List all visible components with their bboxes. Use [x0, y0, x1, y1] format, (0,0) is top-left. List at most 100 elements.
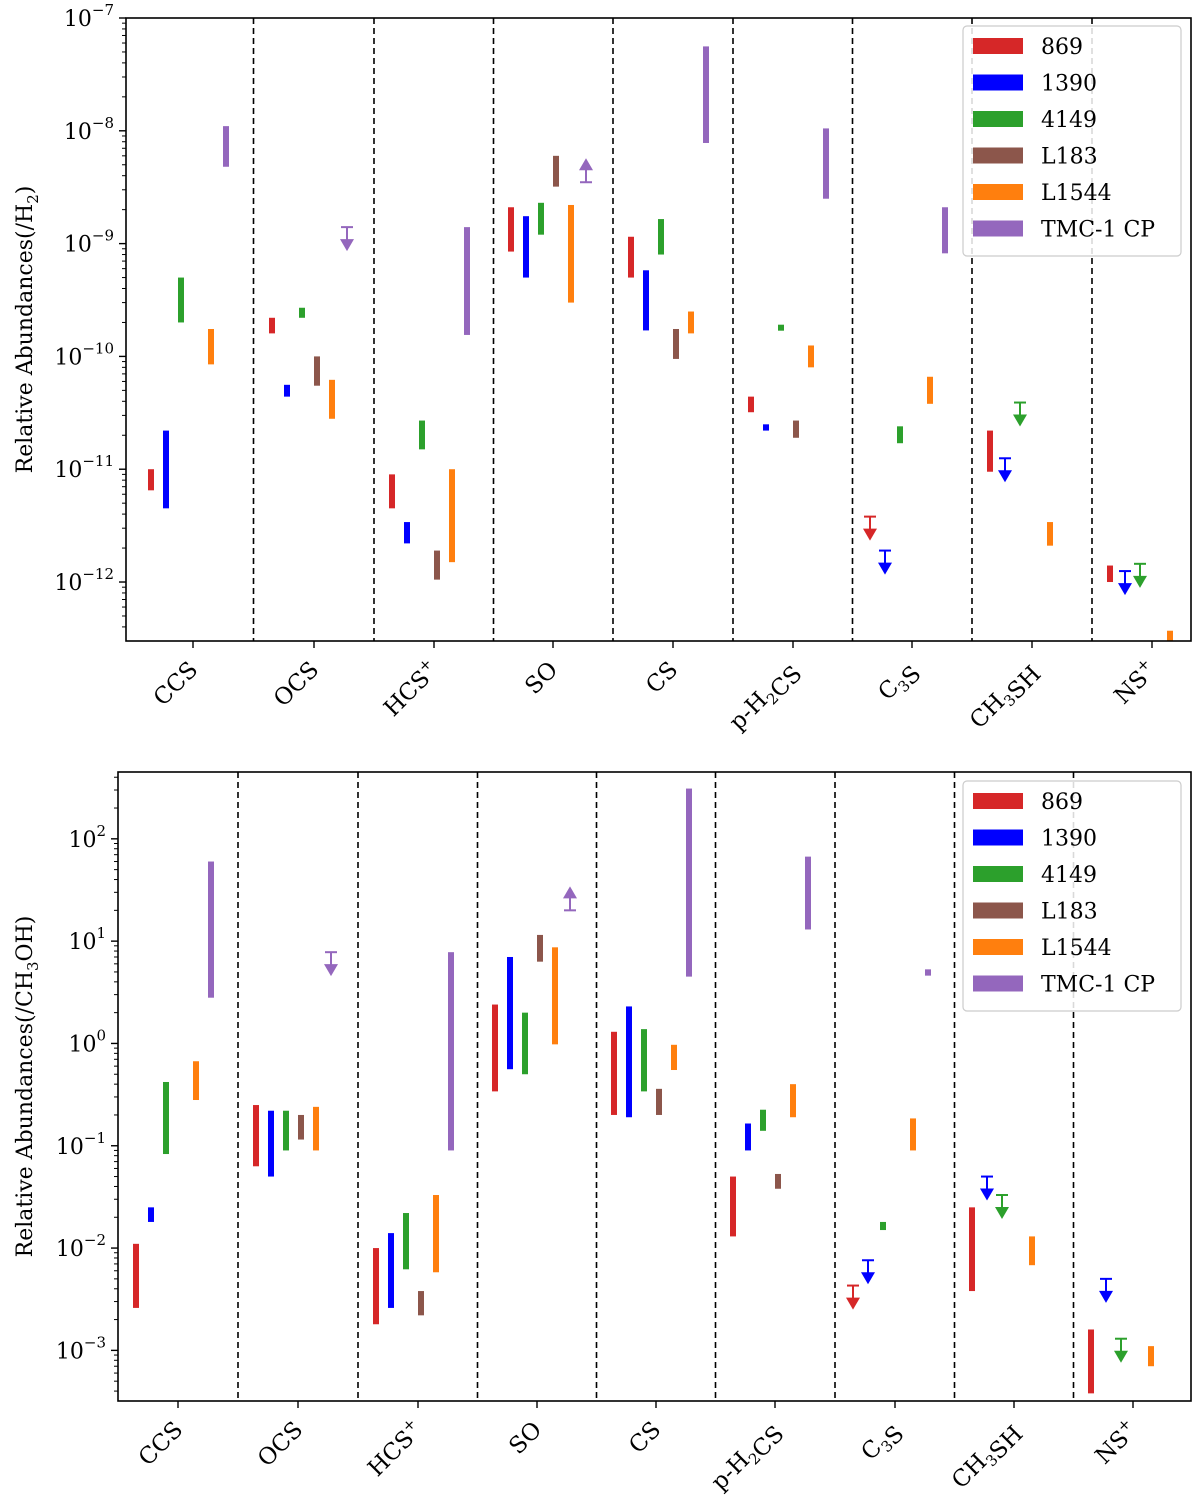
- range-bar: [133, 1243, 139, 1308]
- legend-swatch: [973, 111, 1023, 127]
- legend-swatch: [973, 184, 1023, 200]
- y-tick-label: 102: [68, 822, 106, 853]
- range-bar: [1047, 522, 1053, 546]
- range-bar: [388, 1233, 394, 1308]
- range-bar: [969, 1207, 975, 1292]
- y-tick-label: 10−12: [54, 565, 114, 596]
- range-bar: [880, 1221, 886, 1231]
- range-bar: [464, 227, 470, 335]
- upper-limit-arrow: [995, 1194, 1009, 1220]
- legend-swatch: [973, 829, 1023, 846]
- y-tick-base: 10: [54, 458, 82, 483]
- range-bar: [673, 328, 679, 359]
- range-bar: [553, 155, 559, 187]
- x-category-label: CH3SH: [965, 657, 1046, 738]
- y-tick-base: 10: [68, 1032, 96, 1057]
- x-category-label: OCS: [269, 657, 324, 712]
- range-bar: [434, 550, 440, 580]
- legend-label: 1390: [1041, 72, 1097, 97]
- range-bar: [778, 324, 784, 331]
- legend-label: L1544: [1041, 181, 1112, 206]
- y-tick-exponent: −12: [82, 565, 114, 583]
- range-bar: [284, 384, 290, 397]
- y-tick-label: 10−9: [64, 227, 114, 258]
- y-tick-base: 10: [64, 120, 92, 145]
- x-category-label: HCS+: [360, 1414, 428, 1482]
- x-category-label-part: CCS: [149, 657, 203, 711]
- x-category-label: C3S: [874, 657, 927, 710]
- range-bar: [925, 969, 931, 976]
- lower-limit-arrow: [563, 886, 577, 912]
- range-bar: [686, 788, 692, 977]
- range-bar: [823, 128, 829, 199]
- x-category-label-part: OCS: [253, 1417, 308, 1472]
- y-tick-label: 100: [68, 1026, 106, 1057]
- range-bar: [656, 1088, 662, 1115]
- range-bar: [329, 379, 335, 419]
- y-tick-label: 10−7: [64, 1, 114, 32]
- legend-swatch: [973, 793, 1023, 809]
- legend-swatch: [973, 902, 1023, 919]
- range-bar: [808, 345, 814, 368]
- range-bar: [208, 328, 214, 365]
- range-bar: [507, 956, 513, 1070]
- y-axis-label-subscript: 2: [24, 194, 42, 204]
- range-bar: [537, 934, 543, 962]
- y-axis-label-part: Relative Abundances(/CH: [13, 971, 38, 1257]
- y-tick-exponent: −10: [82, 339, 114, 357]
- y-tick-label: 10−8: [64, 114, 114, 145]
- range-bar: [163, 430, 169, 509]
- legend-label: L1544: [1041, 936, 1112, 961]
- range-bar: [703, 46, 709, 143]
- x-category-label: OCS: [253, 1417, 308, 1472]
- range-bar: [299, 307, 305, 318]
- legend-swatch: [973, 147, 1023, 164]
- range-bar: [268, 1110, 274, 1177]
- range-bar: [492, 1004, 498, 1092]
- range-bar: [163, 1081, 169, 1155]
- x-category-label: NS+: [1107, 654, 1162, 709]
- range-bar: [552, 947, 558, 1045]
- upper-limit-arrow: [324, 951, 338, 977]
- upper-limit-arrow: [1013, 401, 1027, 427]
- range-bar: [897, 426, 903, 444]
- upper-limit-arrow: [863, 515, 877, 541]
- y-tick-label: 10−2: [56, 1231, 106, 1262]
- range-bar: [522, 1012, 528, 1075]
- y-tick-label: 101: [68, 924, 106, 955]
- y-tick-exponent: −7: [92, 1, 114, 19]
- x-category-label-part: CCS: [134, 1417, 188, 1471]
- range-bar: [626, 1006, 632, 1118]
- range-bar: [611, 1031, 617, 1115]
- legend: 869 1390 4149 L183 L1544 TMC-1 CP: [962, 780, 1182, 1012]
- legend-swatch: [973, 220, 1023, 237]
- range-bar: [628, 236, 634, 278]
- upper-limit-arrow: [878, 549, 892, 575]
- range-bar: [433, 1195, 439, 1273]
- range-bar: [148, 1207, 154, 1222]
- range-bar: [193, 1061, 199, 1101]
- y-tick-base: 10: [56, 1135, 84, 1160]
- legend-label: 1390: [1041, 827, 1097, 852]
- legend-swatch: [973, 38, 1023, 54]
- range-bar: [538, 202, 544, 235]
- y-tick-label: 10−11: [54, 452, 114, 483]
- legend-label: 4149: [1041, 863, 1097, 888]
- x-category-label: CCS: [134, 1417, 188, 1471]
- x-category-label: p-H2CS: [706, 1417, 789, 1500]
- upper-limit-arrow: [1114, 1337, 1128, 1363]
- y-axis-label-subscript: 3: [24, 961, 42, 971]
- range-bar: [910, 1118, 916, 1151]
- y-tick-exponent: 2: [96, 822, 106, 840]
- x-category-label-part: OCS: [269, 657, 324, 712]
- upper-limit-arrow: [998, 457, 1012, 483]
- x-category-label: p-H2CS: [724, 657, 807, 740]
- range-bar: [178, 277, 184, 323]
- legend-label: L183: [1041, 145, 1098, 170]
- x-category-label-part: CS: [641, 657, 683, 699]
- range-bar: [508, 207, 514, 252]
- range-bar: [987, 430, 993, 472]
- upper-limit-arrow: [1118, 570, 1132, 596]
